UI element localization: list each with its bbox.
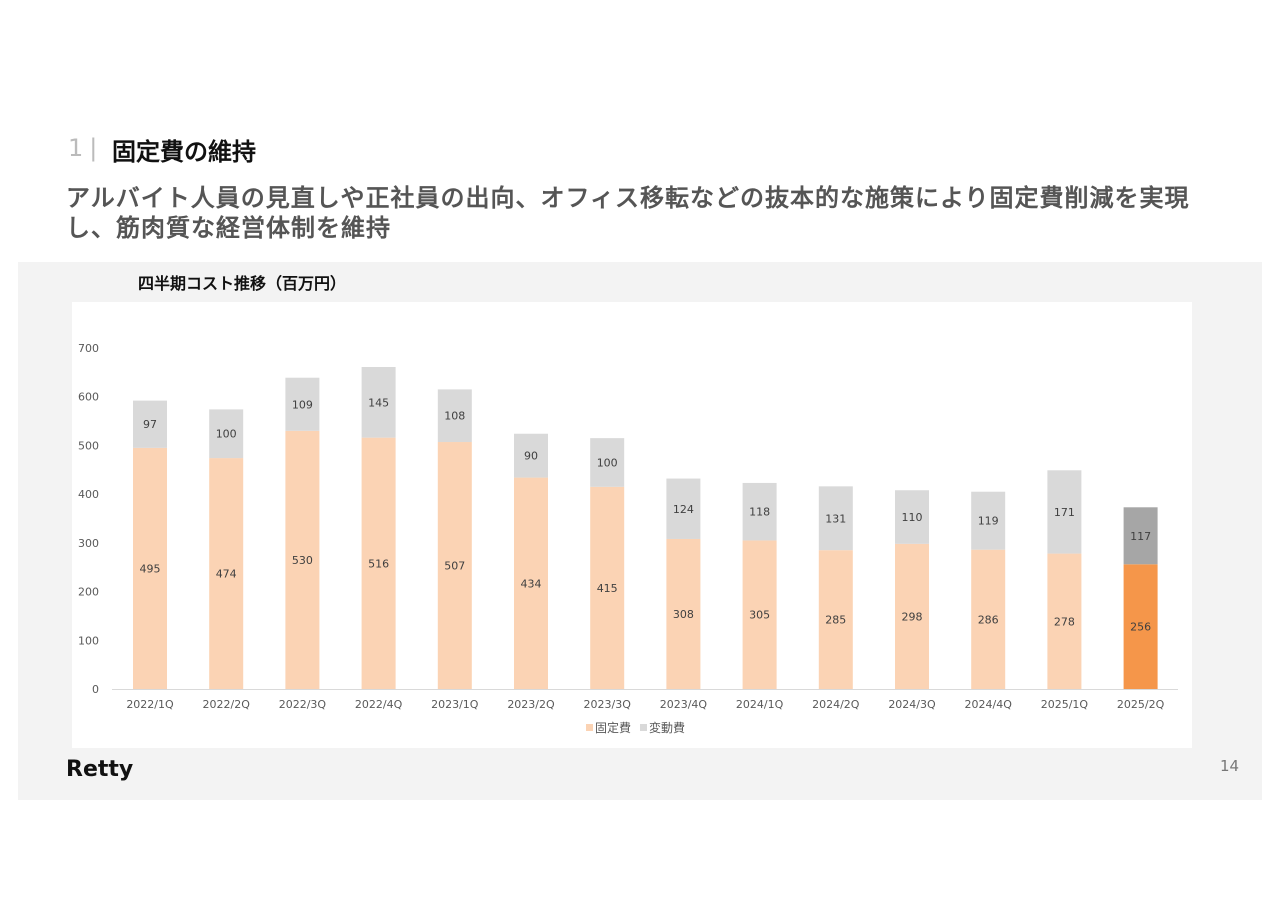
bar-fixed-cost [971, 549, 1006, 689]
retty-logo: Retty [66, 757, 134, 782]
chart-area: 0 100 200 300 400 500 600 700 495 97 2022/1Q 474 100… [72, 302, 1192, 748]
bar-fixed-cost [1047, 553, 1082, 689]
bar-fixed-cost [361, 437, 396, 689]
bar-variable-cost [590, 438, 625, 487]
x-tick-label: 2025/2Q [1117, 698, 1165, 711]
data-label: 298 [902, 610, 923, 623]
bar-variable-cost [285, 377, 320, 431]
section-title: 固定費の維持 [112, 138, 256, 166]
data-label: 285 [825, 614, 846, 627]
x-tick-label: 2024/2Q [812, 698, 860, 711]
data-label: 507 [444, 560, 465, 573]
data-label: 415 [597, 582, 618, 595]
data-label: 474 [216, 568, 237, 581]
x-tick-label: 2024/3Q [888, 698, 936, 711]
data-label: 110 [902, 511, 923, 524]
bar-variable-cost [1123, 507, 1158, 565]
bar-variable-cost [971, 491, 1006, 550]
bar-variable-cost [514, 433, 548, 478]
legend-swatch [586, 724, 593, 731]
bar-fixed-cost [133, 447, 167, 689]
bar-variable-cost [209, 409, 244, 459]
data-label: 145 [368, 396, 389, 409]
data-label: 124 [673, 503, 694, 516]
stacked-bar-chart: 0 100 200 300 400 500 600 700 495 97 2022/1Q 474 100… [78, 342, 1178, 735]
x-tick-label: 2023/4Q [660, 698, 708, 711]
data-label: 100 [597, 456, 618, 469]
bar-fixed-cost [437, 442, 472, 689]
bar-variable-cost [742, 482, 777, 541]
bar-fixed-cost [666, 538, 701, 689]
y-tick-label: 500 [78, 439, 99, 452]
x-tick-label: 2022/3Q [279, 698, 327, 711]
x-tick-label: 2024/4Q [965, 698, 1013, 711]
legend-swatch [640, 724, 647, 731]
bar-variable-cost [666, 478, 701, 539]
x-tick-label: 2022/4Q [355, 698, 403, 711]
data-label: 171 [1054, 506, 1075, 519]
bar-variable-cost [361, 366, 396, 438]
data-label: 109 [292, 398, 313, 411]
bar-fixed-cost [590, 486, 625, 689]
bar-fixed-cost [1123, 564, 1158, 689]
bar-fixed-cost [742, 540, 777, 689]
x-tick-label: 2022/1Q [126, 698, 174, 711]
data-label: 256 [1130, 621, 1151, 634]
data-label: 97 [143, 418, 157, 431]
bar-fixed-cost [209, 458, 244, 689]
bar-fixed-cost [895, 543, 929, 689]
data-label: 131 [825, 512, 846, 525]
y-tick-label: 200 [78, 586, 99, 599]
bar-variable-cost [437, 389, 472, 443]
data-label: 530 [292, 554, 313, 567]
data-label: 305 [749, 609, 770, 622]
data-label: 278 [1054, 615, 1075, 628]
y-tick-label: 300 [78, 537, 99, 550]
chart-title: 四半期コスト推移（百万円） [138, 274, 347, 293]
y-tick-label: 0 [92, 683, 99, 696]
x-tick-label: 2023/3Q [584, 698, 632, 711]
x-tick-label: 2022/2Q [203, 698, 251, 711]
bar-fixed-cost [818, 550, 853, 689]
bar-fixed-cost [514, 477, 548, 689]
bar-variable-cost [895, 490, 929, 544]
data-label: 516 [368, 557, 389, 570]
y-tick-label: 100 [78, 634, 99, 647]
x-tick-label: 2023/2Q [507, 698, 555, 711]
x-tick-label: 2024/1Q [736, 698, 784, 711]
y-tick-label: 700 [78, 342, 99, 355]
page-number: 14 [1220, 757, 1240, 775]
bar-variable-cost [1047, 470, 1082, 554]
data-label: 108 [444, 410, 465, 423]
bar-variable-cost [133, 400, 167, 448]
data-label: 434 [521, 577, 542, 590]
legend-label: 変動費 [649, 720, 685, 735]
x-tick-label: 2025/1Q [1041, 698, 1089, 711]
data-label: 308 [673, 608, 694, 621]
data-label: 495 [140, 562, 161, 575]
lead-text: アルバイト人員の見直しや正社員の出向、オフィス移転などの抜本的な施策により固定費… [66, 184, 1190, 242]
bar-variable-cost [818, 486, 853, 551]
y-tick-label: 600 [78, 391, 99, 404]
data-label: 90 [524, 450, 538, 463]
bar-fixed-cost [285, 430, 320, 689]
data-label: 286 [978, 613, 999, 626]
legend-label: 固定費 [595, 720, 631, 735]
data-label: 118 [749, 506, 770, 519]
data-label: 100 [216, 428, 237, 441]
data-label: 117 [1130, 530, 1151, 543]
section-number: 1 | [68, 134, 98, 162]
data-label: 119 [978, 515, 999, 528]
x-tick-label: 2023/1Q [431, 698, 479, 711]
y-tick-label: 400 [78, 488, 99, 501]
